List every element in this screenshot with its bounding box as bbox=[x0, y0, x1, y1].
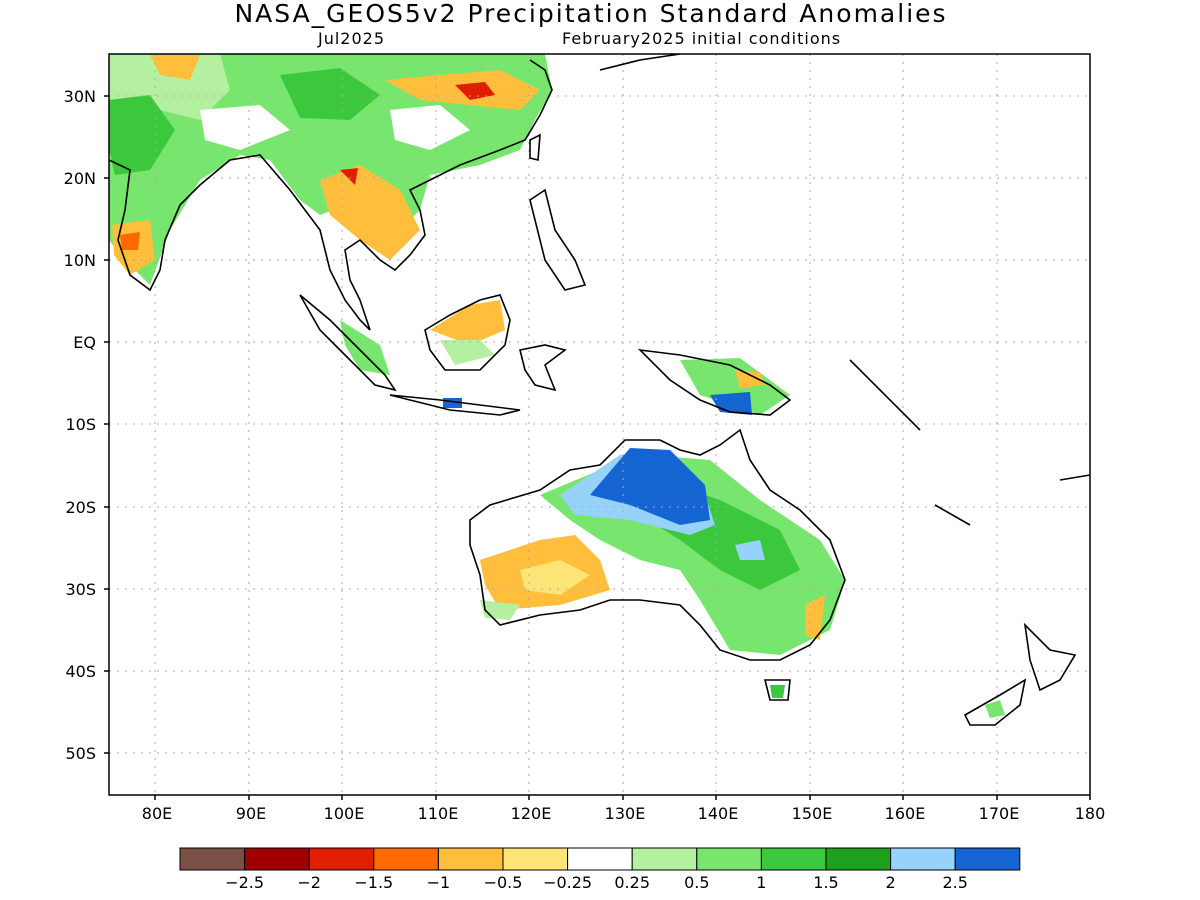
india-red-patch bbox=[120, 232, 140, 250]
colorbar-box bbox=[308, 847, 375, 871]
png-coastline bbox=[637, 348, 792, 416]
lon-label: 80E bbox=[142, 804, 172, 823]
borneo-orange-patch bbox=[430, 300, 505, 345]
himalaya-orange-patch bbox=[150, 55, 200, 80]
colorbar-box bbox=[954, 847, 1021, 871]
colorbar-boxes bbox=[179, 847, 1021, 871]
coastlines bbox=[109, 54, 1090, 726]
lat-label: 50S bbox=[65, 744, 96, 763]
colorbar-labels: −2.5 −2 −1.5 −1 −0.5 −0.25 0.25 0.5 1 1.5 2 2.5 bbox=[225, 873, 968, 892]
lat-label: EQ bbox=[73, 333, 96, 352]
lat-label: 40S bbox=[65, 662, 96, 681]
lat-label: 10N bbox=[64, 251, 96, 270]
lat-label: 10S bbox=[65, 415, 96, 434]
colorbar-label: −2 bbox=[297, 873, 321, 892]
colorbar-box bbox=[696, 847, 762, 871]
colorbar-label: 2.5 bbox=[942, 873, 967, 892]
taiwan-coastline bbox=[529, 133, 541, 162]
colorbar-box bbox=[244, 847, 310, 871]
colorbar-label: 0.25 bbox=[614, 873, 650, 892]
asia-coastline bbox=[109, 59, 553, 331]
tasmania-coastline bbox=[763, 679, 791, 701]
asia-white-patch bbox=[200, 105, 290, 150]
sumatra-green-patch bbox=[340, 320, 390, 375]
forecast-month: Jul2025 bbox=[318, 29, 386, 48]
colorbar-box bbox=[437, 847, 504, 871]
lon-label: 120E bbox=[511, 804, 552, 823]
philippines-coastline bbox=[529, 188, 587, 291]
lon-label: 160E bbox=[885, 804, 926, 823]
colorbar-box bbox=[825, 847, 892, 871]
lon-label: 100E bbox=[324, 804, 365, 823]
colorbar-label: 0.5 bbox=[684, 873, 709, 892]
colorbar-label: −0.25 bbox=[543, 873, 592, 892]
lat-label: 30S bbox=[65, 580, 96, 599]
nz-south-coastline bbox=[963, 678, 1027, 726]
borneo-coastline bbox=[424, 294, 511, 371]
asia-midgreen-patch bbox=[280, 68, 380, 120]
colorbar-label: −1.5 bbox=[354, 873, 393, 892]
colorbar-box bbox=[890, 847, 956, 871]
lon-label: 170E bbox=[979, 804, 1020, 823]
colorbar-box bbox=[179, 847, 246, 871]
indochina-red-patch bbox=[340, 168, 358, 185]
sumatra-coastline bbox=[299, 294, 397, 392]
australia-blue-core bbox=[590, 448, 710, 525]
tasmania-green bbox=[770, 685, 785, 698]
map-title: NASA_GEOS5v2 Precipitation Standard Anom… bbox=[234, 0, 948, 28]
colorbar-label: 1.5 bbox=[813, 873, 838, 892]
lat-ticks bbox=[104, 95, 109, 754]
australia-west-lightorange bbox=[520, 560, 590, 595]
anomaly-fields bbox=[109, 54, 1005, 718]
australia-lightblue-patch bbox=[735, 540, 765, 560]
png-blue-patch bbox=[710, 392, 752, 415]
java-coastline bbox=[389, 394, 521, 416]
lon-label: 90E bbox=[236, 804, 266, 823]
borneo-green-patch bbox=[440, 340, 495, 365]
colorbar-box bbox=[760, 847, 827, 871]
lon-labels: 80E 90E 100E 110E 120E 130E 140E 150E 16… bbox=[142, 804, 1106, 823]
indochina-orange-patch bbox=[320, 165, 420, 260]
colorbar-box bbox=[567, 847, 633, 871]
nz-green-patch bbox=[985, 700, 1005, 718]
grid-lines bbox=[109, 54, 1090, 795]
initial-conditions: February2025 initial conditions bbox=[562, 29, 842, 48]
colorbar-label: 1 bbox=[756, 873, 766, 892]
colorbar-label: −0.5 bbox=[484, 873, 523, 892]
colorbar-box bbox=[631, 847, 698, 871]
nz-north-coastline bbox=[1023, 622, 1077, 692]
lon-label: 150E bbox=[792, 804, 833, 823]
colorbar-label: 2 bbox=[886, 873, 896, 892]
lon-label: 110E bbox=[418, 804, 459, 823]
colorbar-box bbox=[502, 847, 569, 871]
lat-label: 20N bbox=[64, 169, 96, 188]
lat-label: 30N bbox=[64, 87, 96, 106]
asia-white-patch bbox=[390, 105, 470, 150]
colorbar-label: −1 bbox=[427, 873, 451, 892]
colorbar-label: −2.5 bbox=[225, 873, 264, 892]
lon-label: 140E bbox=[698, 804, 739, 823]
lon-ticks bbox=[154, 795, 1091, 800]
lat-label: 20S bbox=[65, 498, 96, 517]
lat-labels: 30N 20N 10N EQ 10S 20S 30S 40S 50S bbox=[64, 87, 96, 763]
pacific-islands bbox=[849, 359, 1090, 526]
colorbar-box bbox=[373, 847, 439, 871]
png-green-patch bbox=[680, 358, 790, 415]
sulawesi-coastline bbox=[519, 344, 567, 392]
lon-label: 180 bbox=[1075, 804, 1106, 823]
asia-midgreen-patch bbox=[109, 95, 175, 175]
australia-coastline bbox=[469, 428, 846, 661]
png-orange-patch bbox=[735, 370, 765, 388]
japan-coastline bbox=[599, 54, 681, 71]
lon-label: 130E bbox=[605, 804, 646, 823]
